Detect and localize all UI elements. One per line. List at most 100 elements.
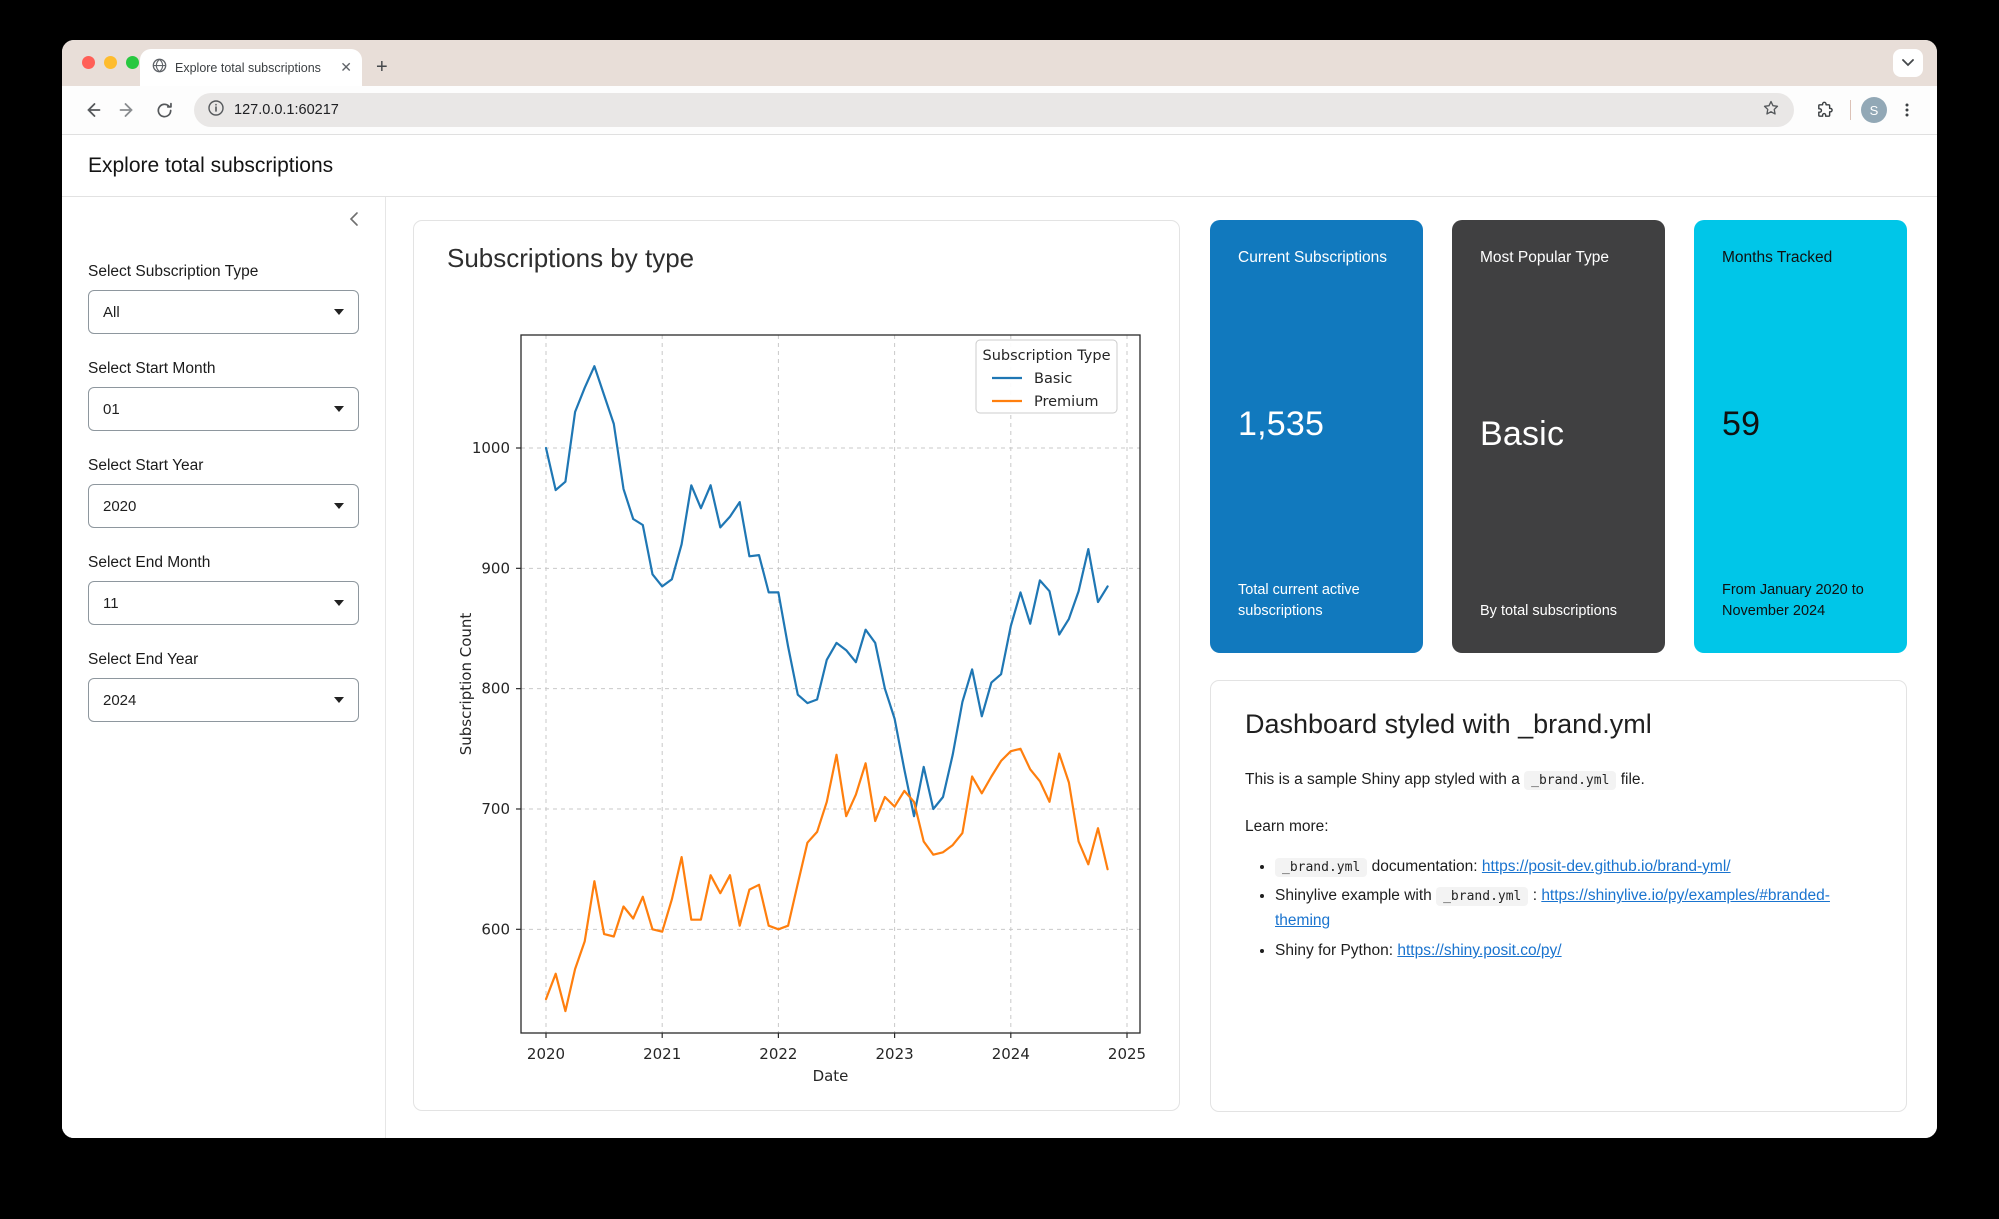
extensions-button[interactable] [1808, 94, 1840, 126]
svg-text:Date: Date [813, 1067, 849, 1085]
sidebar-collapse-button[interactable] [348, 212, 359, 231]
svg-text:1000: 1000 [472, 439, 510, 457]
value-box-value: 1,535 [1238, 404, 1325, 443]
tab-title: Explore total subscriptions [175, 60, 321, 75]
label-start-month: Select Start Month [88, 360, 216, 377]
svg-text:Premium: Premium [1034, 394, 1099, 410]
value-box-caption: From January 2020 to November 2024 [1722, 581, 1864, 620]
svg-text:900: 900 [481, 559, 510, 577]
tab-strip: Explore total subscriptions ✕ + [62, 40, 1937, 86]
reload-button[interactable] [148, 94, 180, 126]
subscriptions-line-chart: 2020 2021 2022 2023 2024 2025 600 700 800 900 1000… [457, 334, 1146, 1085]
form-group-end-month: Select End Month 11 [88, 554, 359, 625]
app-body: Select Subscription Type All Select Start … [62, 197, 1937, 1138]
svg-text:Basic: Basic [1034, 371, 1072, 387]
arrow-right-icon [119, 103, 133, 117]
browser-menu-button[interactable] [1891, 94, 1923, 126]
svg-text:2021: 2021 [643, 1045, 681, 1063]
maximize-window-button[interactable] [126, 56, 139, 69]
learn-more-item: Shiny for Python: https://shiny.posit.co… [1275, 939, 1872, 964]
inline-code: _brand.yml [1275, 857, 1368, 877]
inline-code: _brand.yml [1524, 771, 1617, 790]
label-end-year: Select End Year [88, 651, 199, 668]
value-box-months-tracked: Months Tracked 59 From January 2020 to N… [1694, 220, 1907, 653]
tab-close-icon[interactable]: ✕ [340, 59, 352, 75]
svg-text:2020: 2020 [527, 1045, 565, 1063]
value-box-title: Months Tracked [1722, 249, 1833, 266]
svg-text:2024: 2024 [992, 1045, 1030, 1063]
new-tab-button[interactable]: + [376, 56, 388, 78]
info-intro-text: This is a sample Shiny app styled with a… [1245, 771, 1645, 790]
value-box-value: 59 [1722, 404, 1761, 443]
svg-text:600: 600 [481, 920, 510, 938]
select-start-year[interactable]: 2020 [88, 484, 359, 528]
svg-text:2023: 2023 [876, 1045, 914, 1063]
back-button[interactable] [76, 94, 108, 126]
kebab-menu-icon [1905, 103, 1909, 117]
learn-more-label: Learn more: [1245, 818, 1329, 836]
info-card: Dashboard styled with _brand.yml This is… [1210, 680, 1907, 1112]
label-end-month: Select End Month [88, 554, 211, 571]
tab-search-button[interactable] [1893, 49, 1923, 77]
external-link[interactable]: https://posit-dev.github.io/brand-yml/ [1481, 857, 1731, 875]
reload-icon [156, 102, 172, 118]
main-content: Subscriptions by type 2020 2021 2022 2023 20… [386, 197, 1937, 1138]
svg-text:Subscription Count: Subscription Count [457, 613, 475, 756]
url-text[interactable]: 127.0.0.1:60217 [234, 102, 339, 118]
right-column: Current Subscriptions 1,535 Total curren… [1210, 220, 1907, 1112]
favicon-globe-icon [152, 58, 167, 78]
bookmark-star-icon[interactable] [1762, 99, 1780, 122]
label-subscription-type: Select Subscription Type [88, 263, 259, 280]
close-window-button[interactable] [82, 56, 95, 69]
svg-text:800: 800 [481, 680, 510, 698]
info-card-title: Dashboard styled with _brand.yml [1245, 709, 1652, 739]
inline-code: _brand.yml [1436, 887, 1529, 907]
value-box-row: Current Subscriptions 1,535 Total curren… [1210, 220, 1907, 653]
value-box-title: Most Popular Type [1480, 249, 1609, 266]
site-info-icon[interactable] [208, 99, 224, 121]
external-link[interactable]: https://shinylive.io/py/examples/#brande… [1275, 887, 1830, 930]
sidebar: Select Subscription Type All Select Start … [62, 197, 386, 1138]
form-group-start-month: Select Start Month 01 [88, 360, 359, 431]
address-bar[interactable]: 127.0.0.1:60217 [194, 93, 1794, 127]
forward-button[interactable] [112, 94, 144, 126]
form-group-start-year: Select Start Year 2020 [88, 457, 359, 528]
chevron-left-icon [349, 212, 358, 226]
window-controls [82, 56, 139, 69]
form-group-subscription-type: Select Subscription Type All [88, 263, 359, 334]
select-subscription-type[interactable]: All [88, 290, 359, 334]
minimize-window-button[interactable] [104, 56, 117, 69]
learn-more-item: Shinylive example with _brand.yml : http… [1275, 884, 1872, 934]
chart-card-title: Subscriptions by type [447, 243, 695, 273]
browser-tab[interactable]: Explore total subscriptions ✕ [140, 49, 362, 86]
toolbar-divider [1850, 100, 1851, 120]
learn-more-list: _brand.yml documentation: https://posit-… [1245, 855, 1872, 964]
page-title: Explore total subscriptions [62, 135, 1937, 197]
external-link[interactable]: https://shiny.posit.co/py/ [1397, 941, 1562, 959]
puzzle-icon [1817, 101, 1833, 117]
value-box-caption: Total current active subscriptions [1238, 581, 1360, 620]
label-start-year: Select Start Year [88, 457, 204, 474]
chart-card: Subscriptions by type 2020 2021 2022 2023 20… [413, 220, 1180, 1111]
filter-controls: Select Subscription Type All Select Start … [88, 263, 359, 722]
learn-more-item: _brand.yml documentation: https://posit-… [1275, 855, 1872, 880]
browser-window: Explore total subscriptions ✕ + 127.0.0.… [62, 40, 1937, 1138]
browser-toolbar: 127.0.0.1:60217 S [62, 86, 1937, 135]
svg-text:2022: 2022 [759, 1045, 797, 1063]
shiny-app-page: Explore total subscriptions Select Subsc… [62, 135, 1937, 1138]
value-box-current-subscriptions: Current Subscriptions 1,535 Total curren… [1210, 220, 1423, 653]
svg-text:2025: 2025 [1108, 1045, 1146, 1063]
profile-avatar[interactable]: S [1861, 97, 1887, 123]
svg-text:Subscription Type: Subscription Type [982, 348, 1110, 364]
select-end-month[interactable]: 11 [88, 581, 359, 625]
select-start-month[interactable]: 01 [88, 387, 359, 431]
value-box-caption: By total subscriptions [1480, 603, 1618, 620]
select-end-year[interactable]: 2024 [88, 678, 359, 722]
value-box-value: Basic [1480, 415, 1565, 454]
value-box-most-popular-type: Most Popular Type Basic By total subscri… [1452, 220, 1665, 653]
svg-text:700: 700 [481, 800, 510, 818]
chevron-down-icon [1902, 59, 1914, 67]
form-group-end-year: Select End Year 2024 [88, 651, 359, 722]
arrow-left-icon [87, 103, 101, 117]
